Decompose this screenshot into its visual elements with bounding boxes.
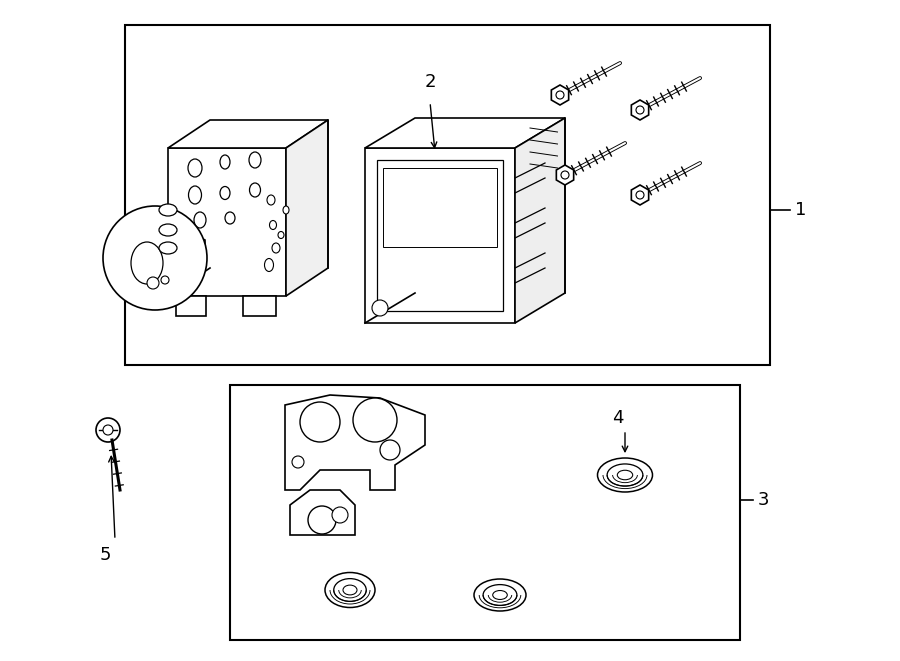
Circle shape: [332, 507, 348, 523]
Text: 5: 5: [99, 546, 111, 564]
Ellipse shape: [334, 578, 366, 602]
Text: 2: 2: [424, 73, 436, 91]
Polygon shape: [552, 85, 569, 105]
Polygon shape: [168, 120, 328, 148]
Circle shape: [353, 398, 397, 442]
Ellipse shape: [272, 243, 280, 253]
Polygon shape: [166, 222, 205, 270]
Circle shape: [380, 440, 400, 460]
Ellipse shape: [220, 155, 230, 169]
Ellipse shape: [220, 186, 230, 200]
Text: 4: 4: [612, 409, 624, 427]
Text: 1: 1: [795, 201, 806, 219]
Polygon shape: [285, 395, 425, 490]
Circle shape: [561, 171, 569, 179]
Text: 3: 3: [758, 491, 770, 509]
Polygon shape: [556, 165, 573, 185]
Ellipse shape: [190, 238, 201, 252]
Ellipse shape: [249, 183, 260, 197]
Ellipse shape: [483, 584, 517, 605]
Circle shape: [636, 106, 644, 114]
Ellipse shape: [225, 212, 235, 224]
Polygon shape: [176, 296, 206, 316]
Polygon shape: [243, 296, 276, 316]
Ellipse shape: [474, 579, 526, 611]
Ellipse shape: [159, 224, 177, 236]
Ellipse shape: [283, 206, 289, 214]
Circle shape: [372, 300, 388, 316]
Circle shape: [161, 276, 169, 284]
Ellipse shape: [608, 464, 643, 486]
Polygon shape: [290, 490, 355, 535]
Circle shape: [103, 425, 113, 435]
Ellipse shape: [159, 242, 177, 254]
Ellipse shape: [159, 204, 177, 216]
Ellipse shape: [343, 585, 357, 595]
Polygon shape: [365, 148, 515, 323]
Polygon shape: [168, 148, 286, 296]
Ellipse shape: [325, 572, 375, 607]
Circle shape: [292, 456, 304, 468]
Polygon shape: [365, 118, 565, 148]
Circle shape: [103, 206, 207, 310]
Circle shape: [636, 191, 644, 199]
Polygon shape: [286, 120, 328, 296]
Circle shape: [308, 506, 336, 534]
Ellipse shape: [617, 470, 633, 480]
Ellipse shape: [267, 195, 275, 205]
Ellipse shape: [188, 159, 202, 177]
Ellipse shape: [278, 231, 284, 239]
Circle shape: [556, 91, 564, 99]
Polygon shape: [631, 100, 649, 120]
Ellipse shape: [269, 221, 276, 229]
Ellipse shape: [598, 458, 652, 492]
Ellipse shape: [265, 258, 274, 272]
Polygon shape: [515, 118, 565, 323]
Ellipse shape: [249, 152, 261, 168]
Polygon shape: [631, 185, 649, 205]
Ellipse shape: [188, 186, 202, 204]
Ellipse shape: [492, 590, 508, 600]
Ellipse shape: [131, 242, 163, 284]
Circle shape: [300, 402, 340, 442]
Bar: [125, 25, 770, 365]
Circle shape: [147, 277, 159, 289]
Bar: [230, 385, 740, 640]
Ellipse shape: [194, 212, 206, 228]
Bar: [377, 160, 503, 311]
Circle shape: [96, 418, 120, 442]
Bar: [383, 168, 497, 247]
